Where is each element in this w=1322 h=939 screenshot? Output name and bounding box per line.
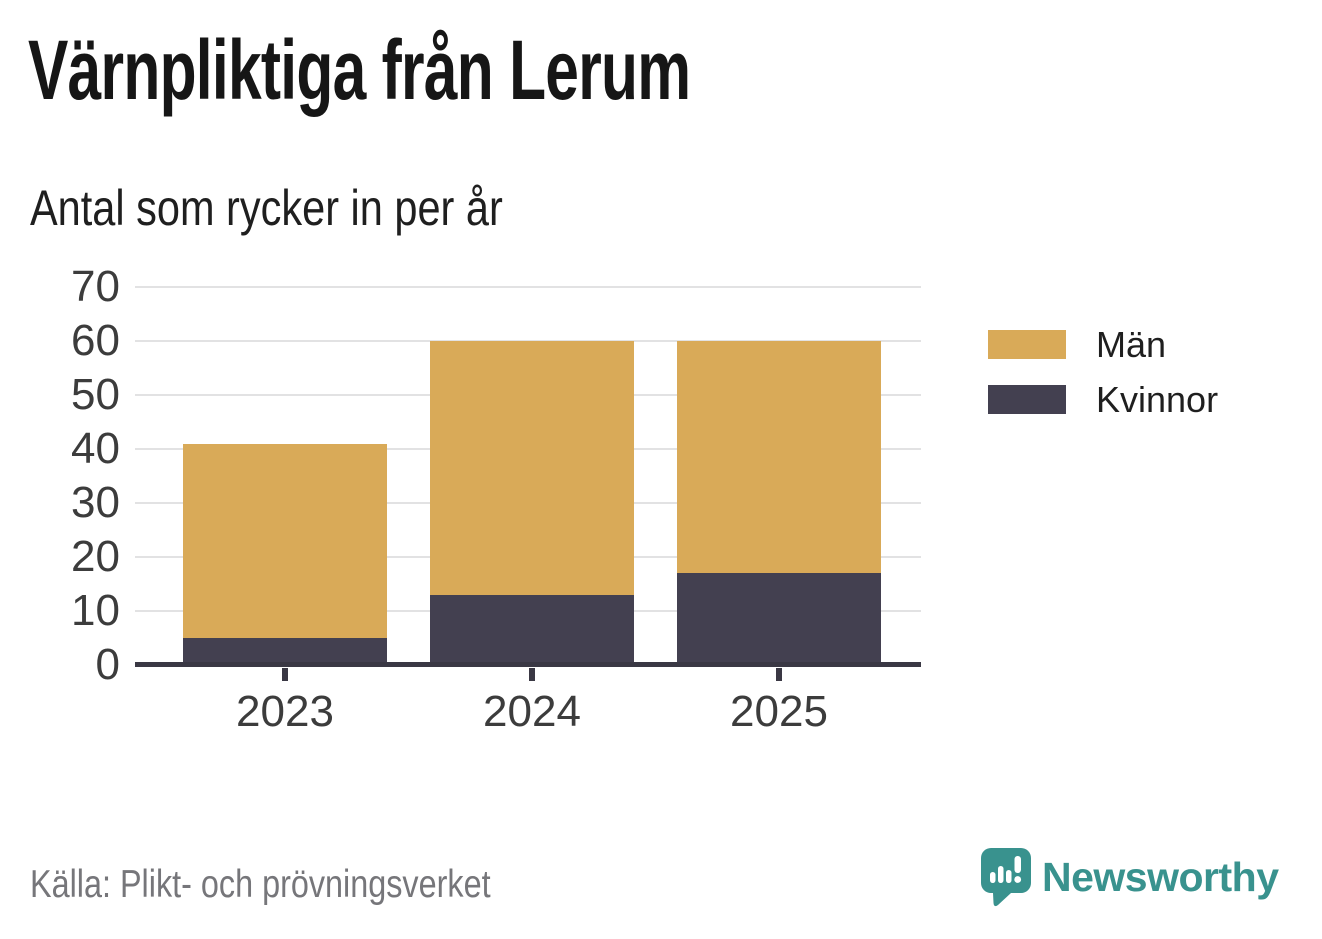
bar-segment-kvinnor-2025 — [677, 573, 881, 665]
x-tick-label: 2024 — [483, 687, 581, 736]
brand-name: Newsworthy — [1042, 854, 1279, 900]
y-tick-label: 10 — [71, 586, 120, 635]
legend-item-men: Män — [988, 324, 1218, 365]
bar-segment-kvinnor-2023 — [183, 638, 387, 665]
bar-segment-män-2025 — [677, 341, 881, 574]
gridline — [135, 340, 921, 342]
x-tick — [776, 668, 782, 681]
y-tick-label: 20 — [71, 532, 120, 581]
gridline — [135, 286, 921, 288]
chart-title: Värnpliktiga från Lerum — [28, 23, 691, 117]
x-tick-label: 2023 — [236, 687, 334, 736]
x-tick-slot — [677, 668, 881, 682]
x-axis-line — [135, 662, 921, 667]
y-tick-label: 40 — [71, 424, 120, 473]
bar-group-2025 — [677, 287, 881, 665]
x-tick — [282, 668, 288, 681]
speech-bubble-bar-chart-icon — [981, 848, 1031, 907]
bar-group-2023 — [183, 287, 387, 665]
y-tick-label: 30 — [71, 478, 120, 527]
x-axis-labels: 2023 2024 2025 — [135, 687, 921, 737]
y-tick-label: 50 — [71, 370, 120, 419]
source-caption: Källa: Plikt- och prövningsverket — [30, 863, 491, 906]
y-tick-label: 70 — [71, 262, 120, 311]
x-axis-ticks — [135, 668, 921, 682]
brand-logo: Newsworthy — [981, 848, 1279, 908]
y-tick-label: 0 — [95, 640, 120, 689]
legend: Män Kvinnor — [988, 324, 1218, 420]
bars-row — [135, 287, 921, 665]
bar-segment-män-2024 — [430, 341, 634, 595]
x-tick — [529, 668, 535, 681]
bar-segment-kvinnor-2024 — [430, 594, 634, 665]
plot-area — [135, 286, 921, 667]
bar-chart: 0 10 20 30 40 50 60 70 2023 2024 2025 — [0, 265, 1322, 747]
bar-group-2024 — [430, 287, 634, 665]
x-tick-slot — [183, 668, 387, 682]
x-tick-label: 2025 — [730, 687, 828, 736]
bar-segment-män-2023 — [183, 443, 387, 638]
y-tick-label: 60 — [71, 316, 120, 365]
legend-label-women: Kvinnor — [1096, 378, 1219, 420]
legend-swatch-men — [988, 330, 1066, 359]
x-tick-slot — [430, 668, 634, 682]
y-axis-labels: 0 10 20 30 40 50 60 70 — [0, 265, 120, 687]
legend-item-women: Kvinnor — [988, 379, 1218, 420]
chart-subtitle: Antal som rycker in per år — [30, 180, 503, 236]
legend-swatch-women — [988, 385, 1066, 414]
legend-label-men: Män — [1096, 323, 1167, 365]
